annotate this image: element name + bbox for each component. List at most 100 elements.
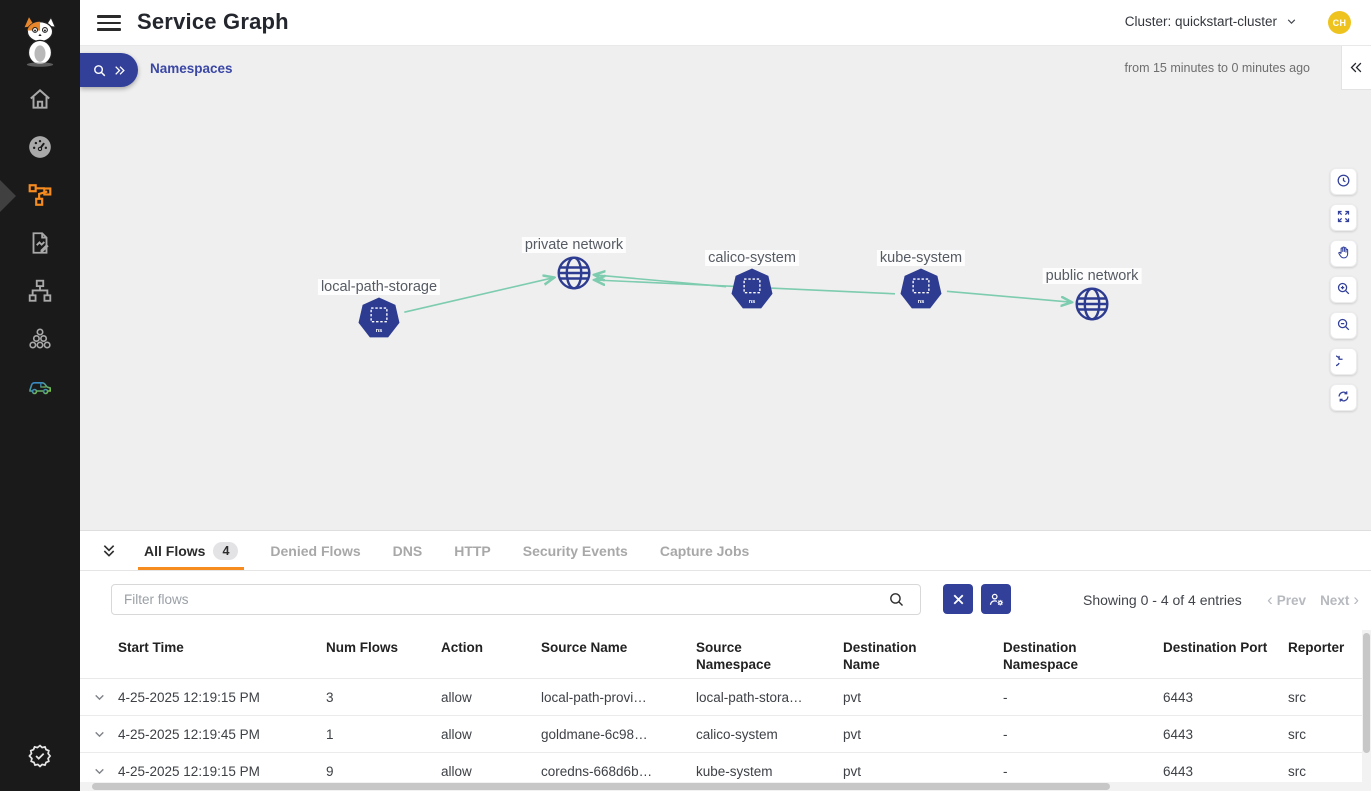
network-tree-icon — [27, 278, 53, 309]
table-cell: allow — [441, 689, 472, 705]
sidebar-item-network[interactable] — [18, 278, 62, 308]
badge-check-icon — [27, 743, 53, 774]
graph-node-label-local-path-storage[interactable]: local-path-storage — [317, 279, 441, 295]
user-gear-icon — [989, 593, 1003, 606]
filter-row: Showing 0 - 4 of 4 entries ‹Prev Next› — [80, 571, 1371, 629]
column-header[interactable]: Source Namespace — [696, 640, 772, 672]
sidebar-item-compliance[interactable] — [18, 743, 62, 773]
cluster-selector[interactable]: Cluster: quickstart-cluster — [1125, 14, 1297, 29]
app-header: Service Graph Cluster: quickstart-cluste… — [80, 0, 1371, 46]
graph-node-calico-system[interactable]: ns — [731, 268, 773, 310]
flow-settings-button[interactable] — [981, 584, 1011, 614]
graph-node-public-network[interactable] — [1074, 286, 1110, 322]
table-cell: src — [1288, 726, 1306, 742]
sidebar-item-dashboards[interactable] — [18, 134, 62, 164]
graph-node-label-kube-system[interactable]: kube-system — [876, 250, 966, 266]
right-panel-expand-button[interactable] — [1341, 46, 1371, 90]
column-header[interactable]: Num Flows — [326, 640, 399, 655]
flows-tab-bar: All Flows 4 Denied Flows DNS HTTP Security Ev… — [80, 531, 1371, 571]
tab-all-flows[interactable]: All Flows 4 — [128, 531, 254, 570]
vertical-scrollbar[interactable] — [1363, 633, 1370, 753]
tab-denied-flows[interactable]: Denied Flows — [270, 542, 361, 559]
table-cell: 4-25-2025 12:19:45 PM — [118, 726, 260, 742]
graph-node-kube-system[interactable]: ns — [900, 268, 942, 310]
graph-edges — [404, 46, 1371, 313]
horizontal-scrollbar[interactable] — [92, 783, 1110, 790]
refresh-button[interactable] — [1330, 384, 1357, 411]
tab-count-badge: 4 — [213, 541, 239, 560]
table-cell: pvt — [843, 763, 862, 779]
fit-screen-button[interactable] — [1330, 204, 1357, 231]
sidebar-item-workloads[interactable] — [18, 326, 62, 356]
breadcrumb[interactable]: Namespaces — [150, 60, 233, 76]
tab-security-events[interactable]: Security Events — [522, 542, 628, 559]
tab-dns[interactable]: DNS — [392, 542, 423, 559]
column-header[interactable]: Destination Port — [1163, 640, 1268, 655]
zoom-out-button[interactable] — [1330, 312, 1357, 339]
column-header[interactable]: Destination Name — [843, 640, 917, 672]
graph-node-label-calico-system[interactable]: calico-system — [705, 250, 799, 266]
next-page-button[interactable]: Next › — [1320, 590, 1359, 609]
column-header[interactable]: Reporter — [1288, 640, 1345, 655]
filter-flows-input[interactable] — [111, 584, 921, 615]
table-cell: - — [1003, 726, 1008, 742]
user-avatar[interactable]: CH — [1328, 11, 1351, 34]
graph-node-private-network[interactable] — [556, 255, 592, 291]
hamburger-menu-icon[interactable] — [97, 11, 121, 35]
sidebar-item-home[interactable] — [18, 86, 62, 116]
zoom-out-icon — [1336, 317, 1351, 335]
table-cell: pvt — [843, 689, 862, 705]
sidebar-item-policies[interactable] — [18, 230, 62, 260]
search-icon — [94, 64, 106, 76]
pan-icon — [1336, 245, 1351, 263]
double-chevron-down-icon — [103, 544, 115, 557]
left-sidebar — [0, 0, 80, 791]
graph-node-local-path-storage[interactable]: ns — [358, 297, 400, 339]
chevron-down-icon — [1287, 19, 1296, 25]
column-header[interactable]: Action — [441, 640, 483, 655]
tab-capture-jobs[interactable]: Capture Jobs — [659, 542, 750, 559]
collapse-panel-button[interactable] — [96, 531, 122, 570]
column-header[interactable]: Source Name — [541, 640, 628, 655]
graph-canvas[interactable]: ns local-path-storage private network ns cal… — [80, 46, 1371, 530]
graph-search-pill[interactable] — [80, 53, 138, 87]
expand-row-button[interactable] — [80, 765, 118, 778]
expand-row-button[interactable] — [80, 728, 118, 741]
chevron-right-icon: › — [1353, 590, 1359, 609]
table-row: 4-25-2025 12:19:45 PM 1 allow goldmane-6c98… — [80, 716, 1371, 753]
table-row: 4-25-2025 12:19:15 PM 3 allow local-path-pr… — [80, 679, 1371, 716]
reset-button[interactable] — [1329, 348, 1357, 375]
zoom-in-button[interactable] — [1330, 276, 1357, 303]
column-header[interactable]: Start Time — [118, 640, 184, 655]
clock-button[interactable] — [1330, 168, 1357, 195]
close-icon — [953, 594, 963, 604]
zoom-in-icon — [1336, 281, 1351, 299]
table-cell: kube-system — [696, 763, 773, 779]
table-cell: 6443 — [1163, 726, 1194, 742]
expand-row-button[interactable] — [80, 691, 118, 704]
graph-view-toolbar — [1329, 168, 1357, 411]
pan-button[interactable] — [1330, 240, 1357, 267]
page-title: Service Graph — [137, 9, 289, 34]
table-cell: - — [1003, 689, 1008, 705]
sidebar-item-image-assurance[interactable] — [18, 374, 62, 404]
fit-screen-icon — [1336, 209, 1351, 227]
sidebar-item-service-graph[interactable] — [18, 182, 62, 212]
service-graph-icon — [27, 182, 53, 213]
pagination: ‹ Prev Next › — [1267, 571, 1359, 629]
clear-filter-button[interactable] — [943, 584, 973, 614]
clock-icon — [1336, 173, 1351, 191]
table-cell: 4-25-2025 12:19:15 PM — [118, 689, 260, 705]
table-cell: src — [1288, 763, 1306, 779]
showing-entries-label: Showing 0 - 4 of 4 entries — [1083, 592, 1242, 608]
graph-node-label-public-network[interactable]: public network — [1042, 268, 1142, 284]
tab-http[interactable]: HTTP — [454, 542, 491, 559]
calico-cat-logo[interactable] — [18, 14, 62, 67]
table-cell: allow — [441, 726, 472, 742]
prev-page-button[interactable]: ‹ Prev — [1267, 590, 1307, 609]
svg-text:ns: ns — [376, 328, 383, 334]
double-chevron-left-icon — [1350, 62, 1362, 73]
table-cell: pvt — [843, 726, 862, 742]
graph-node-label-private-network[interactable]: private network — [521, 237, 627, 253]
column-header[interactable]: Destination Namespace — [1003, 640, 1079, 672]
